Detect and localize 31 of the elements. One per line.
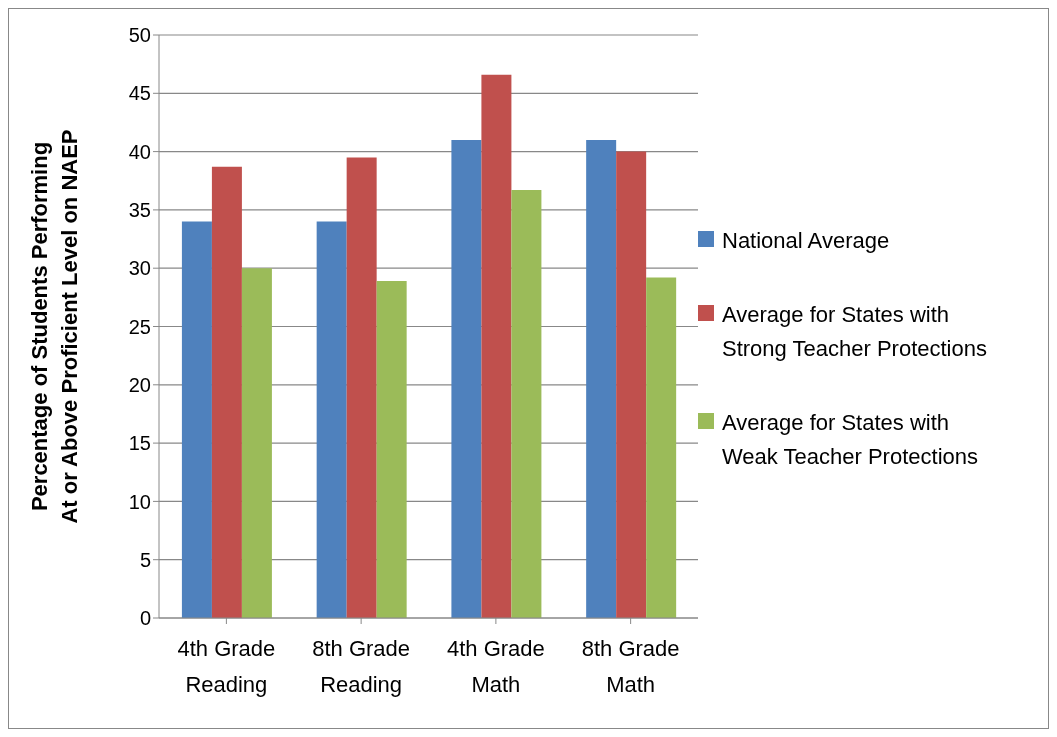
bar — [451, 139, 482, 618]
x-tick-label: 4th Grade Reading — [177, 635, 276, 697]
legend-label: Average for States with Strong Teacher Protections — [722, 300, 988, 363]
y-axis-title: Percentage of Students Performing At or Above Proficient Level on NAEP — [27, 129, 82, 524]
bar — [481, 74, 512, 618]
y-tick-label: 25 — [128, 315, 151, 338]
y-tick-label: 15 — [128, 432, 151, 455]
y-tick-label: 35 — [128, 199, 151, 221]
y-tick-label: 40 — [128, 140, 151, 163]
y-tick-label: 50 — [128, 24, 151, 47]
bar — [646, 277, 677, 618]
y-tick-label: 10 — [128, 490, 151, 513]
y-tick-label: 20 — [128, 373, 151, 396]
bar — [616, 151, 647, 618]
bar — [241, 268, 272, 618]
x-tick-label: 4th Grade Math — [446, 635, 545, 697]
bar — [511, 190, 542, 618]
bar — [346, 157, 377, 618]
y-tick-label: 30 — [128, 257, 151, 280]
bar — [211, 166, 242, 618]
legend-label: Average for States with Weak Teacher Protections — [722, 408, 979, 471]
y-tick-label: 5 — [139, 548, 151, 571]
x-tick-label: 8th Grade Reading — [312, 635, 411, 697]
bar — [181, 221, 212, 618]
y-tick-label: 0 — [139, 607, 151, 630]
bar — [586, 139, 617, 618]
bar — [376, 281, 407, 618]
legend-label: National Average — [722, 226, 890, 255]
bar — [316, 221, 347, 618]
x-tick-label: 8th Grade Math — [581, 635, 680, 697]
y-tick-label: 45 — [128, 82, 151, 105]
